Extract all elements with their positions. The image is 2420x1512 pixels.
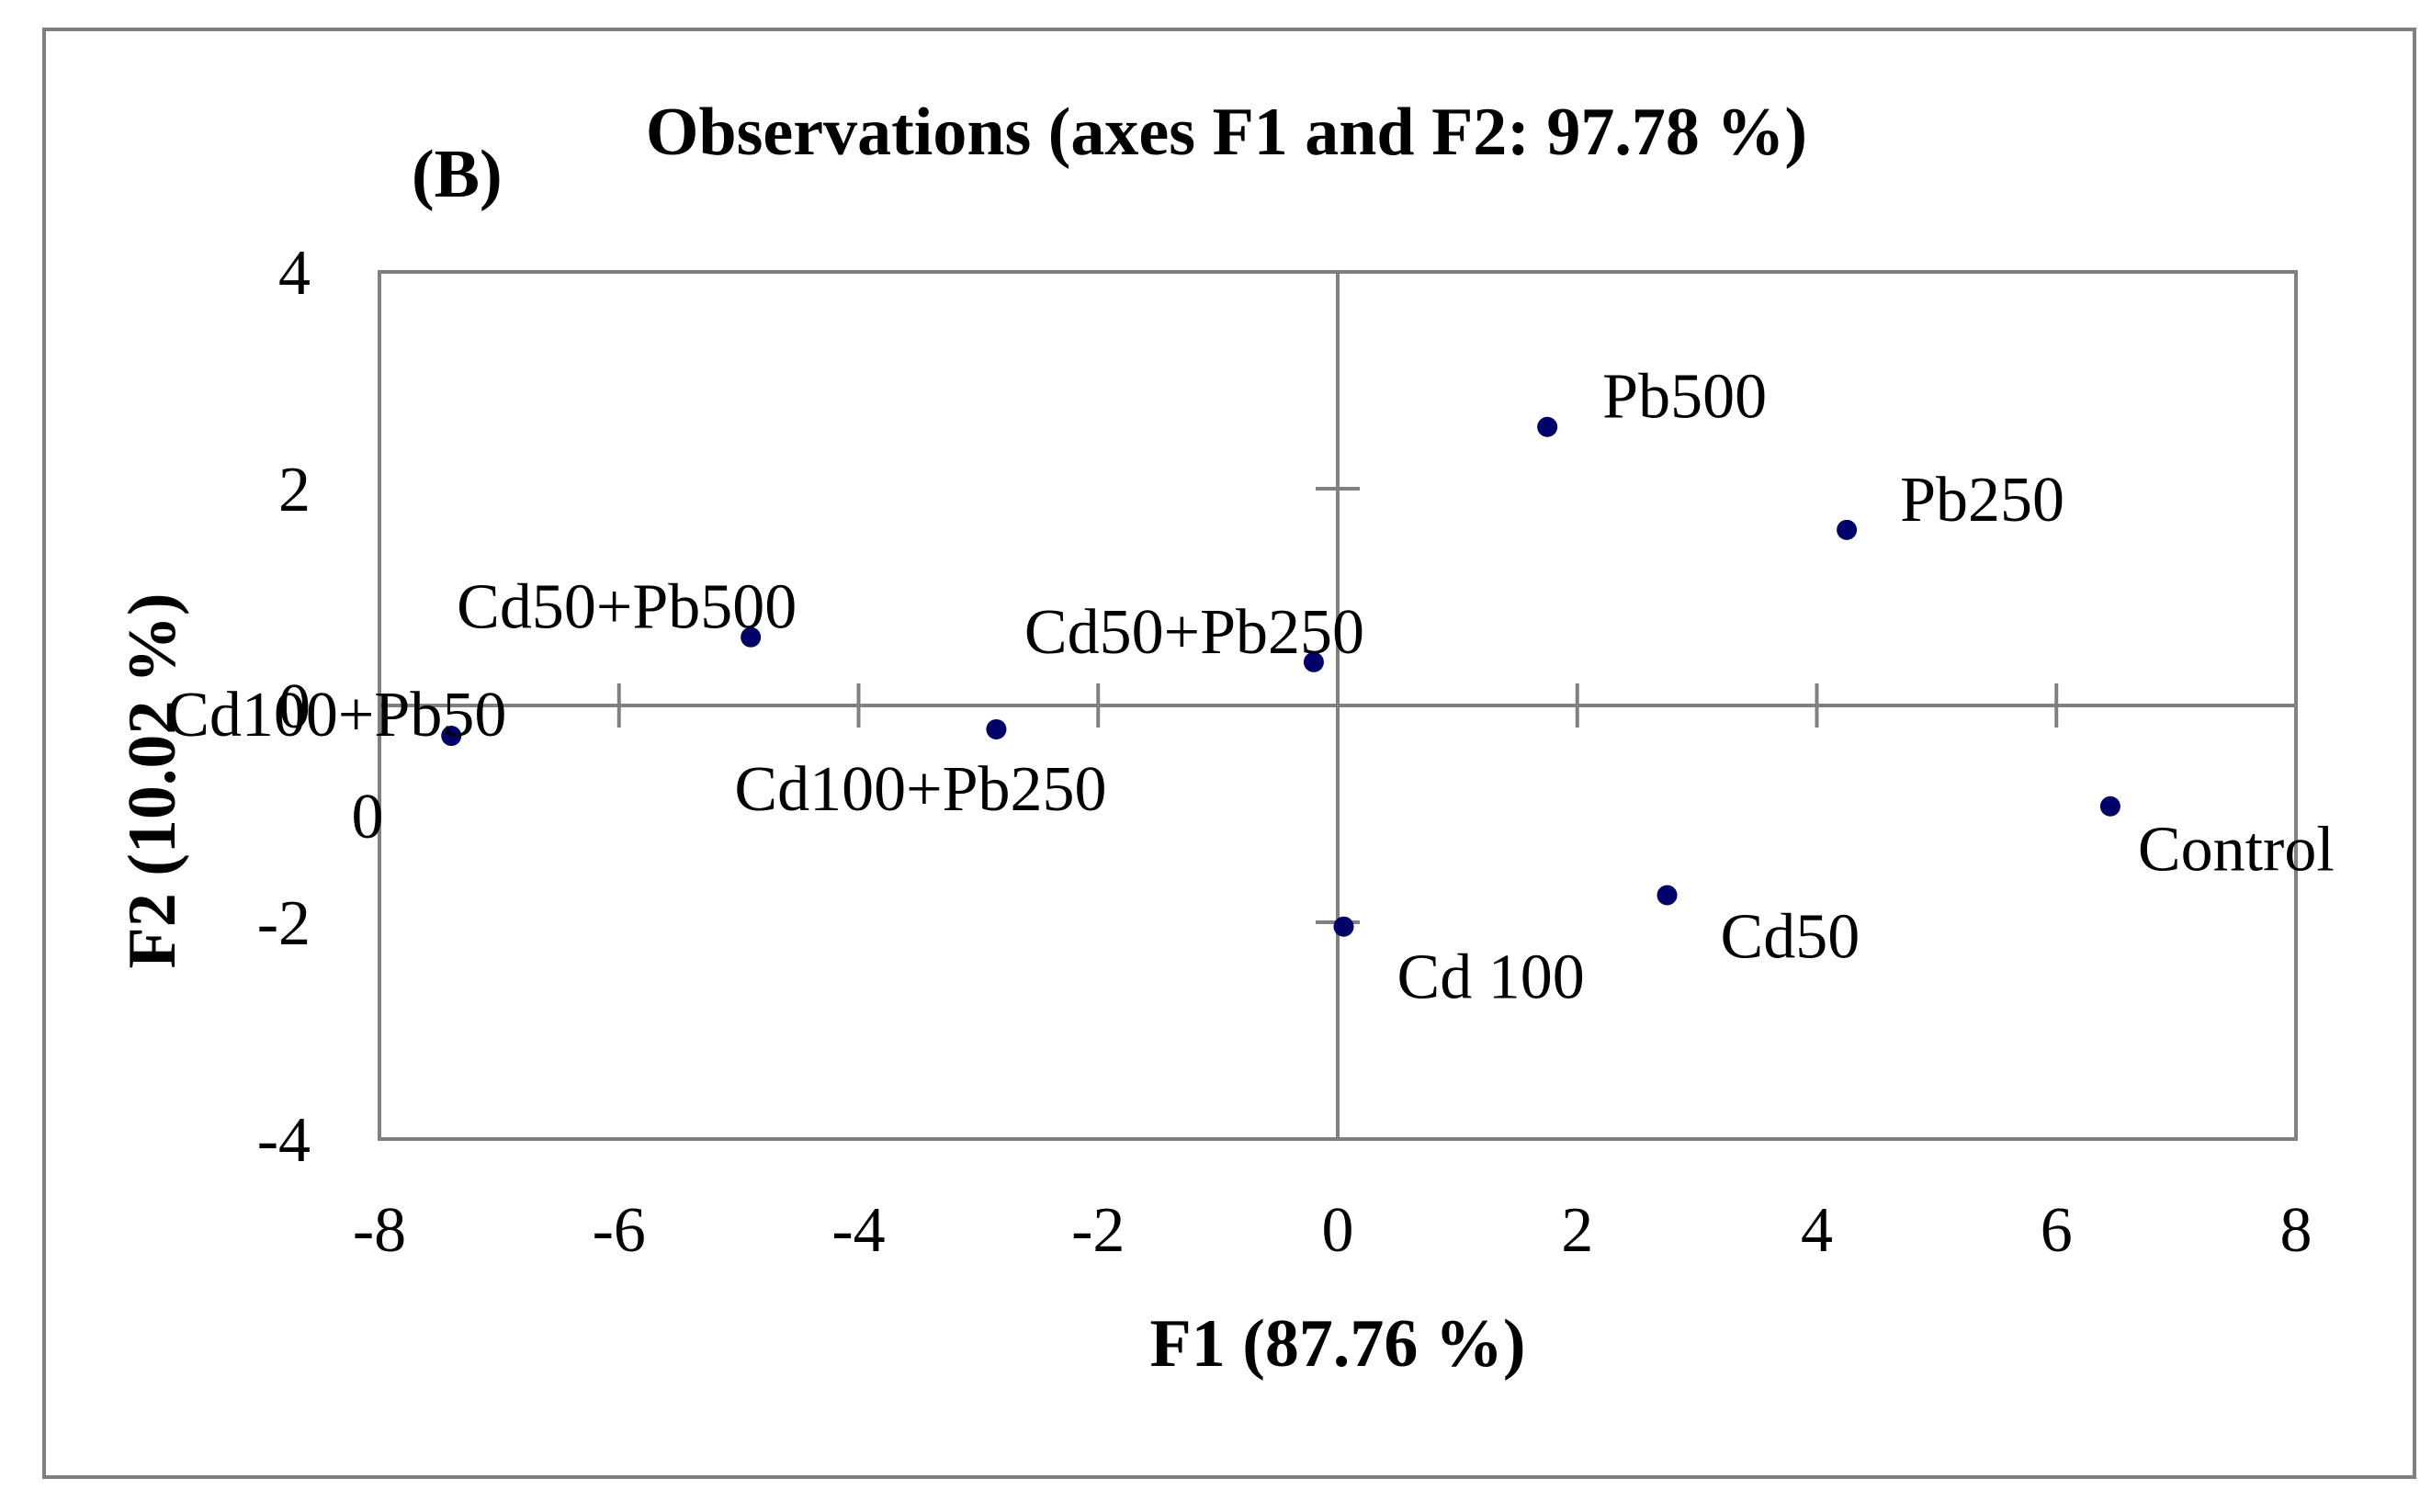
data-point [2099, 795, 2120, 817]
data-point [986, 718, 1007, 739]
x-tick-label: 2 [1561, 1195, 1593, 1266]
data-point [1837, 519, 1858, 540]
y-tick-label: -4 [257, 1105, 311, 1176]
chart-title: Observations (axes F1 and F2: 97.78 %) [646, 95, 1807, 170]
point-label: Pb500 [1602, 362, 1767, 433]
y-tick-label: -2 [257, 888, 311, 959]
figure-frame [42, 28, 2416, 1479]
point-label: Cd50+Pb250 [1024, 597, 1364, 668]
x-tick-label: 4 [1801, 1195, 1833, 1266]
x-tick-label: -2 [1071, 1195, 1125, 1266]
y-tick-label: 2 [278, 455, 311, 525]
data-point [1657, 885, 1678, 906]
data-point [741, 626, 762, 648]
point-label: Cd100+Pb50 [166, 680, 506, 750]
panel-label: (B) [412, 137, 503, 212]
point-label: Cd 100 [1397, 942, 1585, 1013]
axes-layer [379, 272, 2296, 1139]
point-label: Pb250 [1900, 465, 2064, 536]
y-tick-label: 4 [278, 238, 311, 309]
x-tick-label: -6 [593, 1195, 646, 1266]
point-label: Cd50+Pb500 [457, 572, 797, 643]
x-tick-label: 8 [2280, 1195, 2313, 1266]
data-point [1537, 416, 1558, 437]
tick-labels-layer: -8 -6 -4 -2 0 2 4 6 8 -4 -2 0 2 4 [257, 238, 2313, 1266]
point-label: Cd100+Pb250 [734, 754, 1106, 825]
point-labels-layer: Cd100+Pb50 Cd50+Pb500 Cd100+Pb250 Cd50+Pb25… [166, 362, 2335, 1013]
point-label: Control [2138, 815, 2335, 886]
x-tick-label: -8 [353, 1195, 406, 1266]
x-axis-title: F1 (87.76 %) [1150, 1306, 1526, 1382]
x-tick-label: 6 [2041, 1195, 2073, 1266]
x-tick-label: 0 [1322, 1195, 1354, 1266]
points-layer [441, 416, 2120, 937]
data-point [441, 726, 462, 747]
data-point [1303, 651, 1324, 672]
point-label: Cd50 [1721, 902, 1860, 973]
extra-y-tick-label: 0 [352, 782, 384, 852]
y-tick-label: 0 [278, 671, 311, 742]
x-tick-label: -4 [831, 1195, 885, 1266]
data-point [1333, 916, 1354, 937]
y-axis-title: F2 (10.02 %) [115, 593, 190, 969]
